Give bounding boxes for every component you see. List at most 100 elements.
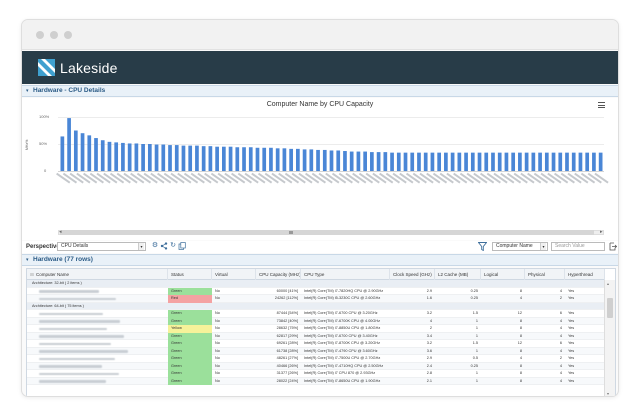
chart-bar[interactable] — [363, 151, 367, 171]
chart-bar[interactable] — [403, 152, 408, 171]
chart-bar[interactable] — [544, 152, 549, 171]
chart-menu-icon[interactable] — [598, 102, 605, 108]
chart-bar[interactable] — [592, 152, 596, 171]
group-row[interactable]: Architecture: 32-bit ( 2 items ) — [27, 280, 605, 288]
chart-bar[interactable] — [121, 142, 125, 171]
scroll-up-icon[interactable]: ▴ — [607, 281, 610, 286]
column-header[interactable]: CPU Type — [301, 269, 390, 280]
chart-bar[interactable] — [531, 152, 536, 171]
chart-bar[interactable] — [376, 152, 381, 171]
chart-bar[interactable] — [504, 152, 509, 171]
column-header[interactable]: Physical — [525, 269, 565, 280]
chart-bar[interactable] — [201, 146, 206, 171]
chart-bar[interactable] — [329, 150, 334, 171]
table-row[interactable]: Green No 69261 [28%] Intel(R) Core(TM) i7-8… — [27, 340, 605, 348]
cpu-section-header[interactable]: ▾ Hardware - CPU Details — [22, 85, 618, 97]
table-row[interactable]: Green No 28022 [24%] Intel(R) Core(TM) i7-8… — [27, 377, 605, 385]
chart-bar[interactable] — [538, 152, 542, 171]
chart-bar[interactable] — [598, 152, 603, 171]
chart-bar[interactable] — [417, 152, 421, 171]
table-row[interactable]: Green No 48261 [27%] Intel(R) Core(TM) i7-7… — [27, 355, 605, 363]
grid-scroll-thumb[interactable] — [607, 298, 613, 318]
grid-vertical-scrollbar[interactable]: ▴ ▾ — [604, 280, 615, 396]
chart-bar[interactable] — [558, 152, 563, 171]
column-header[interactable]: CPU Capacity (MHz)▾ — [256, 269, 301, 280]
chart-bar[interactable] — [222, 146, 226, 171]
chart-bar[interactable] — [383, 152, 388, 171]
chart-bar[interactable] — [208, 146, 213, 171]
chart-bar[interactable] — [289, 148, 293, 171]
chart-bar[interactable] — [255, 147, 260, 171]
chart-bar[interactable] — [161, 144, 166, 171]
chart-bar[interactable] — [444, 152, 448, 171]
chart-bar[interactable] — [80, 133, 85, 171]
chart-bar[interactable] — [215, 146, 219, 171]
chart-bar[interactable] — [302, 149, 307, 171]
scroll-down-icon[interactable]: ▾ — [607, 391, 610, 396]
chart-bar[interactable] — [370, 152, 374, 171]
chart-bar[interactable] — [296, 148, 300, 171]
chart-bar[interactable] — [248, 147, 253, 171]
chart-bar[interactable] — [396, 152, 401, 171]
chart-bar[interactable] — [188, 145, 193, 171]
chart-bar[interactable] — [524, 152, 529, 171]
chart-bar[interactable] — [282, 148, 287, 171]
chart-bar[interactable] — [356, 151, 361, 171]
share-icon[interactable] — [160, 242, 168, 250]
scroll-right-icon[interactable]: ▸ — [600, 229, 603, 235]
table-row[interactable]: Green No 73842 [40%] Intel(R) Core(TM) i7-6… — [27, 317, 605, 325]
hardware-section-header[interactable]: ▾ Hardware (77 rows) — [22, 254, 618, 266]
chart-bar[interactable] — [457, 152, 462, 171]
chart-bar[interactable] — [127, 143, 132, 171]
window-control-dot[interactable] — [50, 31, 58, 39]
gear-icon[interactable]: ⚙ — [151, 242, 159, 249]
table-row[interactable]: Red No 24262 [112%] Intel(R) Core(TM) i5-32… — [27, 295, 605, 303]
chart-bar[interactable] — [390, 152, 394, 171]
column-header[interactable]: Virtual — [212, 269, 256, 280]
chart-bar[interactable] — [181, 145, 186, 171]
chart-bar[interactable] — [228, 146, 233, 171]
chart-bar[interactable] — [154, 144, 159, 171]
chart-bar[interactable] — [578, 152, 583, 171]
chart-bar[interactable] — [423, 152, 428, 171]
column-select[interactable]: Computer Name ▾ — [492, 242, 548, 251]
chart-bar[interactable] — [565, 152, 569, 171]
collapse-chevron-icon[interactable]: ▾ — [26, 257, 29, 263]
chart-bar[interactable] — [60, 136, 65, 171]
chart-bar[interactable] — [73, 130, 78, 172]
chart-bar[interactable] — [491, 152, 495, 171]
chart-bar[interactable] — [497, 152, 502, 171]
scroll-left-icon[interactable]: ◂ — [59, 229, 62, 235]
chart-bar[interactable] — [322, 149, 327, 171]
table-row[interactable]: Green No 61738 [28%] Intel(R) Core(TM) i7-4… — [27, 347, 605, 355]
table-row[interactable]: Green No 87444 [54%] Intel(R) Core(TM) i7-6… — [27, 310, 605, 318]
chart-bar[interactable] — [450, 152, 455, 171]
filter-icon[interactable] — [478, 242, 487, 251]
copy-icon[interactable] — [178, 242, 186, 250]
perspective-select[interactable]: CPU Details ▾ — [57, 242, 146, 251]
chart-bar[interactable] — [174, 145, 179, 171]
export-icon[interactable] — [609, 242, 617, 251]
window-control-dot[interactable] — [64, 31, 72, 39]
chart-bar[interactable] — [100, 140, 105, 171]
chart-bar[interactable] — [477, 152, 482, 171]
chart-bar[interactable] — [470, 152, 475, 171]
chart-bar[interactable] — [195, 145, 199, 171]
column-header[interactable]: Logical — [481, 269, 525, 280]
table-row[interactable]: Green No 40466 [26%] Intel(R) Core(TM) i7-4… — [27, 362, 605, 370]
chart-bar[interactable] — [518, 152, 522, 171]
table-row[interactable]: Green No 62817 [29%] Intel(R) Core(TM) i7-6… — [27, 332, 605, 340]
column-header[interactable]: Hyperthread — [565, 269, 605, 280]
chart-bar[interactable] — [269, 147, 273, 171]
chart-bar[interactable] — [242, 147, 246, 171]
column-header[interactable]: Status — [168, 269, 212, 280]
collapse-chevron-icon[interactable]: ▾ — [26, 88, 29, 94]
chart-bar[interactable] — [349, 151, 354, 171]
chart-scroll-thumb[interactable] — [60, 230, 594, 235]
refresh-icon[interactable]: ↻ — [170, 242, 176, 249]
chart-bar[interactable] — [316, 149, 320, 171]
chart-bar[interactable] — [107, 141, 112, 171]
chart-bar[interactable] — [571, 152, 576, 171]
chart-bar[interactable] — [430, 152, 435, 171]
chart-bar[interactable] — [551, 152, 556, 171]
